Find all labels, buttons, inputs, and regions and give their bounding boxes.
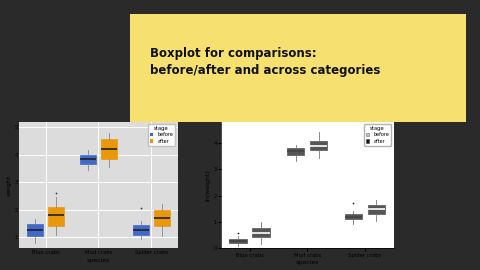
PathPatch shape bbox=[287, 148, 304, 155]
PathPatch shape bbox=[229, 239, 247, 243]
PathPatch shape bbox=[154, 210, 170, 226]
PathPatch shape bbox=[252, 228, 270, 237]
PathPatch shape bbox=[27, 224, 43, 236]
X-axis label: species: species bbox=[87, 258, 110, 262]
PathPatch shape bbox=[368, 205, 385, 214]
Text: Boxplot for comparisons:
before/after and across categories: Boxplot for comparisons: before/after an… bbox=[150, 47, 380, 77]
PathPatch shape bbox=[80, 155, 96, 164]
PathPatch shape bbox=[132, 225, 149, 235]
Legend: before, after: before, after bbox=[364, 124, 391, 146]
PathPatch shape bbox=[345, 214, 362, 219]
PathPatch shape bbox=[101, 139, 117, 159]
Legend: before, after: before, after bbox=[148, 124, 175, 146]
Y-axis label: ln(weight): ln(weight) bbox=[205, 169, 211, 201]
FancyBboxPatch shape bbox=[130, 14, 466, 122]
X-axis label: species: species bbox=[296, 260, 319, 265]
PathPatch shape bbox=[310, 141, 327, 150]
PathPatch shape bbox=[48, 207, 64, 226]
Y-axis label: weight: weight bbox=[7, 174, 12, 195]
